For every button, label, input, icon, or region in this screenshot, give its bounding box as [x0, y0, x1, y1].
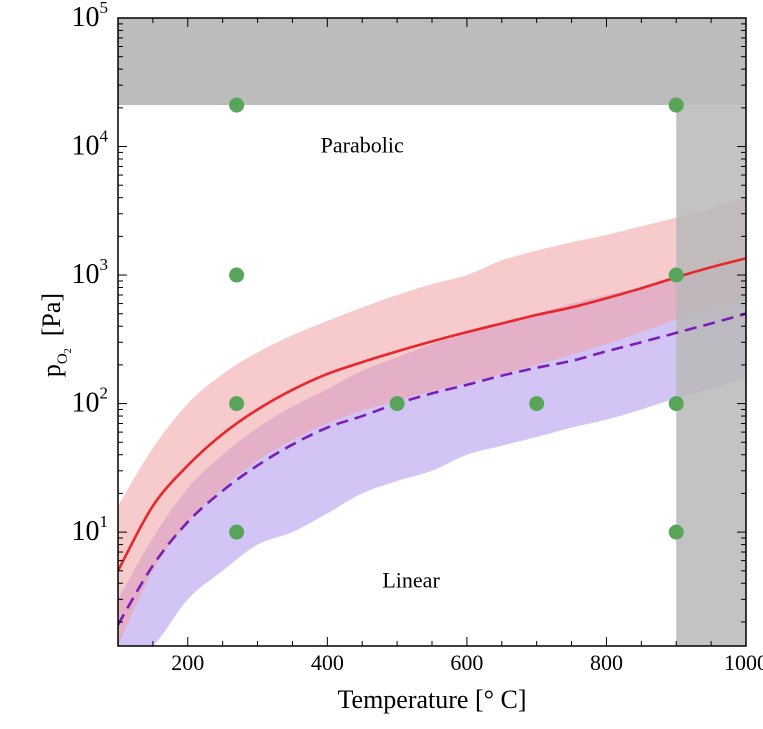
region-labels: Parabolic Linear: [321, 132, 441, 592]
plot-area: [118, 18, 746, 646]
y-axis-title-main: p: [37, 364, 66, 377]
y-axis-title-subsubscript: 2: [63, 348, 74, 353]
x-tick-label: 400: [311, 650, 344, 675]
series-line-1: [118, 257, 746, 572]
data-points: [229, 97, 684, 540]
confidence-bands: [118, 197, 746, 646]
axis-ticks: [117, 17, 747, 646]
y-tick-label: 102: [72, 384, 109, 419]
shaded-limits: [118, 18, 746, 646]
data-point: [229, 267, 245, 283]
data-point: [229, 396, 245, 412]
data-point: [229, 97, 245, 113]
data-point: [668, 97, 684, 113]
shade-high-temperature: [676, 105, 746, 646]
band-series-1: [118, 197, 746, 646]
shade-high-pressure: [118, 18, 746, 106]
x-axis-title: Temperature [° C]: [337, 685, 526, 714]
data-point: [389, 396, 405, 412]
region-label: Parabolic: [321, 132, 404, 157]
x-tick-label: 800: [590, 650, 623, 675]
y-tick-label: 103: [72, 255, 109, 290]
y-axis-title-unit: [Pa]: [37, 293, 66, 336]
region-label: Linear: [382, 568, 440, 593]
x-tick-label: 600: [450, 650, 483, 675]
y-tick-label: 101: [72, 512, 109, 547]
y-tick-labels: 101 102 103 104 105: [72, 0, 109, 547]
series-lines: [118, 257, 746, 626]
band-series-2: [118, 260, 746, 646]
series-line-2: [118, 312, 746, 626]
x-tick-labels: 200 400 600 800 1000: [171, 650, 763, 675]
y-axis-title-subscript: O: [55, 353, 71, 364]
data-point: [529, 396, 545, 412]
x-tick-label: 200: [171, 650, 204, 675]
y-tick-label: 104: [72, 127, 109, 162]
data-point: [668, 524, 684, 540]
y-tick-label: 105: [72, 0, 109, 33]
y-axis-title: pO2 [Pa]: [37, 293, 74, 377]
svg-text:pO2[Pa]: pO2 [Pa]: [37, 293, 74, 377]
data-point: [229, 524, 245, 540]
x-tick-label: 1000: [724, 650, 763, 675]
data-point: [668, 396, 684, 412]
data-point: [668, 267, 684, 283]
